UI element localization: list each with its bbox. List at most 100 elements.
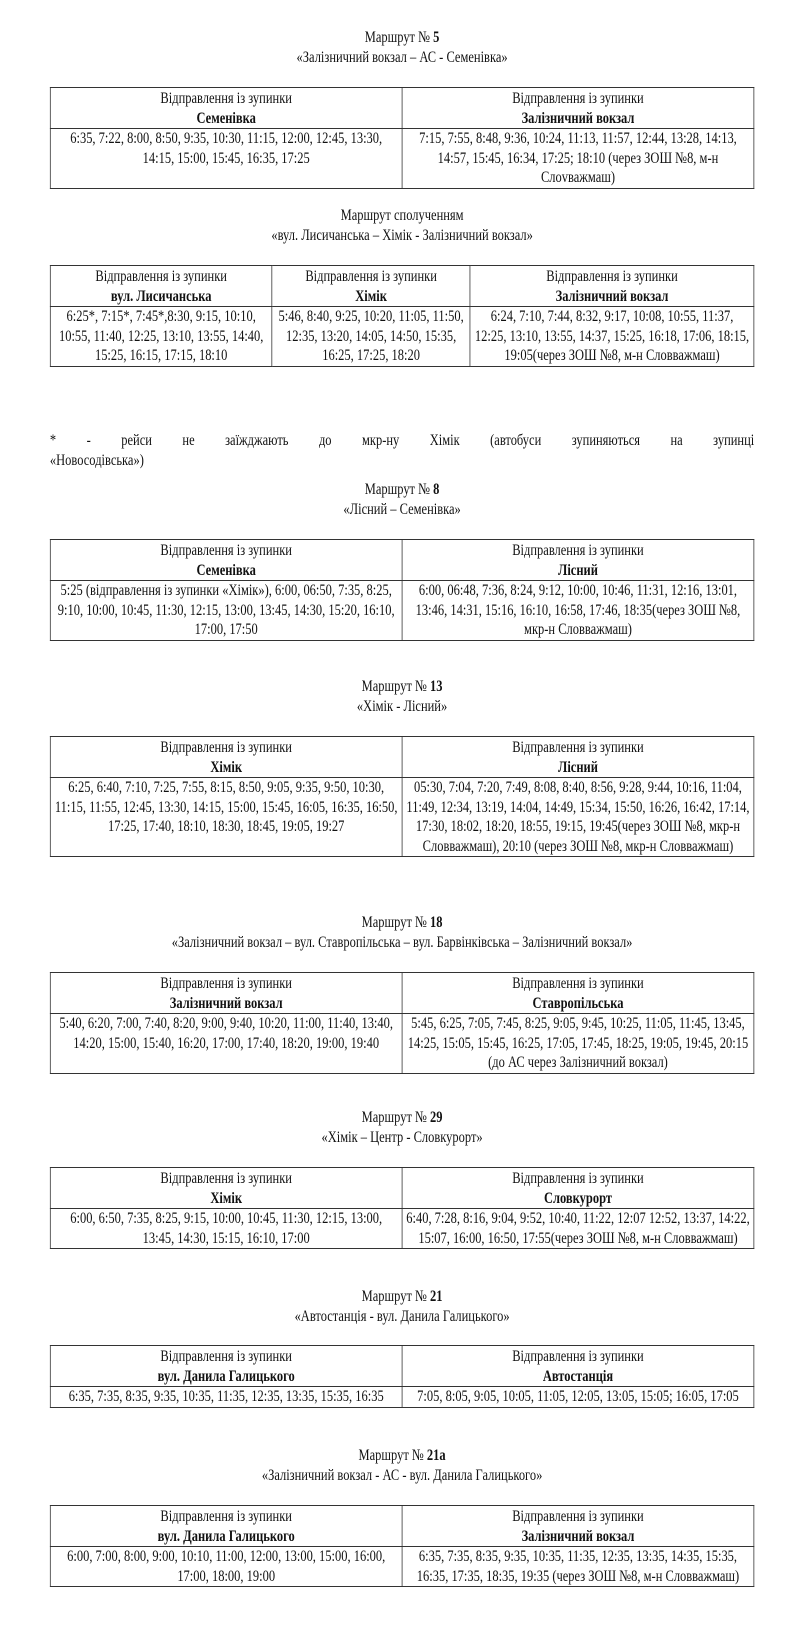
column-header: Відправлення із зупинки вул. Лисичанська	[49, 265, 273, 307]
route-subtitle: «Автостанція - вул. Данила Галицького»	[294, 1307, 510, 1325]
header-label: Відправлення із зупинки	[512, 1348, 644, 1365]
stop-name: Залізничний вокзал	[555, 287, 669, 305]
timetable-header-row: Відправлення із зупинки вул. Лисичанська В…	[49, 265, 755, 307]
header-label: Відправлення із зупинки	[160, 739, 292, 756]
timetable-header-row: Відправлення із зупинки Семенівка Відправл…	[49, 539, 755, 581]
route-subtitle: «Хімік – Центр - Словкурорт»	[321, 1128, 483, 1146]
stop-name: Словкурорт	[543, 1189, 612, 1207]
timetable-times-row: 6:35, 7:35, 8:35, 9:35, 10:35, 11:35, 12…	[49, 1386, 755, 1408]
header-label: Відправлення із зупинки	[512, 1508, 644, 1525]
timetable-header-row: Відправлення із зупинки Хімік Відправлення…	[49, 736, 755, 778]
route-title-prefix: Маршрут №	[361, 678, 427, 695]
route-number: 29	[430, 1109, 443, 1126]
timetable: Відправлення із зупинки Семенівка Відправл…	[49, 87, 755, 189]
column-header: Відправлення із зупинки Хімік	[271, 265, 471, 307]
route-section: Маршрут № 21 «Автостанція - вул. Данила Г…	[49, 1287, 755, 1408]
timetable-header-row: Відправлення із зупинки вул. Данила Галиц…	[49, 1345, 755, 1387]
route-title-prefix: Маршрут №	[361, 1288, 427, 1305]
timetable: Відправлення із зупинки вул. Данила Галиц…	[49, 1345, 755, 1408]
timetable-times-row: 6:35, 7:22, 8:00, 8:50, 9:35, 10:30, 11:…	[49, 128, 755, 189]
departure-times: 5:45, 6:25, 7:05, 7:45, 8:25, 9:05, 9:45…	[401, 1013, 755, 1074]
header-label: Відправлення із зупинки	[160, 542, 292, 559]
departure-times: 6:35, 7:35, 8:35, 9:35, 10:35, 11:35, 12…	[401, 1546, 755, 1587]
departure-times: 6:00, 06:48, 7:36, 8:24, 9:12, 10:00, 10…	[401, 580, 755, 641]
route-title: Маршрут № 21а	[50, 1446, 754, 1466]
column-header: Відправлення із зупинки Хімік	[49, 736, 403, 778]
timetable: Відправлення із зупинки Семенівка Відправл…	[49, 539, 755, 641]
route-title: Маршрут № 13	[50, 677, 754, 697]
route-number: 13	[430, 678, 443, 695]
departure-times: 6:35, 7:22, 8:00, 8:50, 9:35, 10:30, 11:…	[49, 128, 403, 189]
header-label: Відправлення із зупинки	[546, 268, 678, 285]
timetable: Відправлення із зупинки Залізничний вокза…	[49, 972, 755, 1074]
departure-times: 5:40, 6:20, 7:00, 7:40, 8:20, 9:00, 9:40…	[49, 1013, 403, 1074]
column-header: Відправлення із зупинки Семенівка	[49, 87, 403, 129]
departure-times: 7:05, 8:05, 9:05, 10:05, 11:05, 12:05, 1…	[401, 1386, 755, 1408]
column-header: Відправлення із зупинки Хімік	[49, 1167, 403, 1209]
route-number: 21	[430, 1288, 443, 1305]
route-section: Маршрут № 21а «Залізничний вокзал - АС - …	[49, 1446, 755, 1587]
departure-times: 6:00, 6:50, 7:35, 8:25, 9:15, 10:00, 10:…	[49, 1208, 403, 1249]
header-label: Відправлення із зупинки	[512, 90, 644, 107]
route-number: 18	[430, 914, 443, 931]
route-title-prefix: Маршрут сполученням	[340, 207, 464, 224]
route-section: Маршрут № 5 «Залізничний вокзал – АС - Се…	[49, 28, 755, 189]
stop-name: Ставропільська	[532, 994, 624, 1012]
departure-times: 5:25 (відправлення із зупинки «Хімік»), …	[49, 580, 403, 641]
header-label: Відправлення із зупинки	[160, 90, 292, 107]
route-title-prefix: Маршрут №	[364, 481, 431, 498]
column-header: Відправлення із зупинки Словкурорт	[401, 1167, 755, 1209]
route-section: Маршрут № 29 «Хімік – Центр - Словкурорт»…	[49, 1108, 755, 1249]
stop-name: Автостанція	[542, 1367, 614, 1385]
header-label: Відправлення із зупинки	[160, 1348, 292, 1365]
stop-name: Залізничний вокзал	[521, 1527, 635, 1545]
route-subtitle: «Лісний – Семенівка»	[343, 500, 461, 518]
timetable-times-row: 5:40, 6:20, 7:00, 7:40, 8:20, 9:00, 9:40…	[49, 1013, 755, 1074]
route-number: 5	[433, 29, 440, 46]
stop-name: Семенівка	[196, 109, 256, 127]
column-header: Відправлення із зупинки Ставропільська	[401, 972, 755, 1014]
route-title: Маршрут № 8	[50, 480, 754, 500]
timetable: Відправлення із зупинки Хімік Відправлення…	[49, 1167, 755, 1249]
stop-name: вул. Данила Галицького	[157, 1527, 295, 1545]
timetable: Відправлення із зупинки Хімік Відправлення…	[49, 736, 755, 857]
stop-name: Хімік	[355, 287, 387, 305]
timetable-header-row: Відправлення із зупинки Залізничний вокза…	[49, 972, 755, 1014]
column-header: Відправлення із зупинки Залізничний вокза…	[49, 972, 403, 1014]
route-title: Маршрут № 21	[50, 1287, 754, 1307]
stop-name: Залізничний вокзал	[521, 109, 635, 127]
timetable: Відправлення із зупинки вул. Лисичанська В…	[49, 265, 755, 367]
departure-times: 6:24, 7:10, 7:44, 8:32, 9:17, 10:08, 10:…	[469, 306, 755, 367]
stop-name: Залізничний вокзал	[169, 994, 283, 1012]
column-header: Відправлення із зупинки Залізничний вокза…	[469, 265, 755, 307]
route-title-prefix: Маршрут №	[358, 1447, 424, 1464]
stop-name: Хімік	[210, 1189, 243, 1207]
column-header: Відправлення із зупинки Автостанція	[401, 1345, 755, 1387]
route-subtitle: «Залізничний вокзал – вул. Ставропільськ…	[171, 933, 633, 951]
timetable-times-row: 6:00, 7:00, 8:00, 9:00, 10:10, 11:00, 12…	[49, 1546, 755, 1587]
departure-times: 6:35, 7:35, 8:35, 9:35, 10:35, 11:35, 12…	[49, 1386, 403, 1408]
departure-times: 6:25, 6:40, 7:10, 7:25, 7:55, 8:15, 8:50…	[49, 777, 403, 857]
departure-times: 7:15, 7:55, 8:48, 9:36, 10:24, 11:13, 11…	[401, 128, 755, 189]
header-label: Відправлення із зупинки	[95, 268, 227, 285]
departure-times: 6:25*, 7:15*, 7:45*,8:30, 9:15, 10:10, 1…	[49, 306, 273, 367]
header-label: Відправлення із зупинки	[305, 268, 437, 285]
column-header: Відправлення із зупинки вул. Данила Галиц…	[49, 1505, 403, 1547]
route-title-prefix: Маршрут №	[361, 1109, 427, 1126]
header-label: Відправлення із зупинки	[160, 1170, 292, 1187]
route-title: Маршрут № 18	[50, 913, 754, 933]
column-header: Відправлення із зупинки Залізничний вокза…	[401, 87, 755, 129]
departure-times: 5:46, 8:40, 9:25, 10:20, 11:05, 11:50, 1…	[271, 306, 471, 367]
footnote-line: * - рейси не заїжджають до мкр-ну Хімік …	[49, 432, 755, 449]
header-label: Відправлення із зупинки	[512, 1170, 644, 1187]
departure-times: 6:40, 7:28, 8:16, 9:04, 9:52, 10:40, 11:…	[401, 1208, 755, 1249]
column-header: Відправлення із зупинки Лісний	[401, 736, 755, 778]
route-title: Маршрут сполученням	[50, 206, 754, 226]
column-header: Відправлення із зупинки вул. Данила Галиц…	[49, 1345, 403, 1387]
route-number: 8	[433, 481, 440, 498]
stop-name: вул. Данила Галицького	[157, 1367, 295, 1385]
header-label: Відправлення із зупинки	[160, 975, 292, 992]
timetable: Відправлення із зупинки вул. Данила Галиц…	[49, 1505, 755, 1587]
departure-times: 6:00, 7:00, 8:00, 9:00, 10:10, 11:00, 12…	[49, 1546, 403, 1587]
timetable-header-row: Відправлення із зупинки Семенівка Відправл…	[49, 87, 755, 129]
